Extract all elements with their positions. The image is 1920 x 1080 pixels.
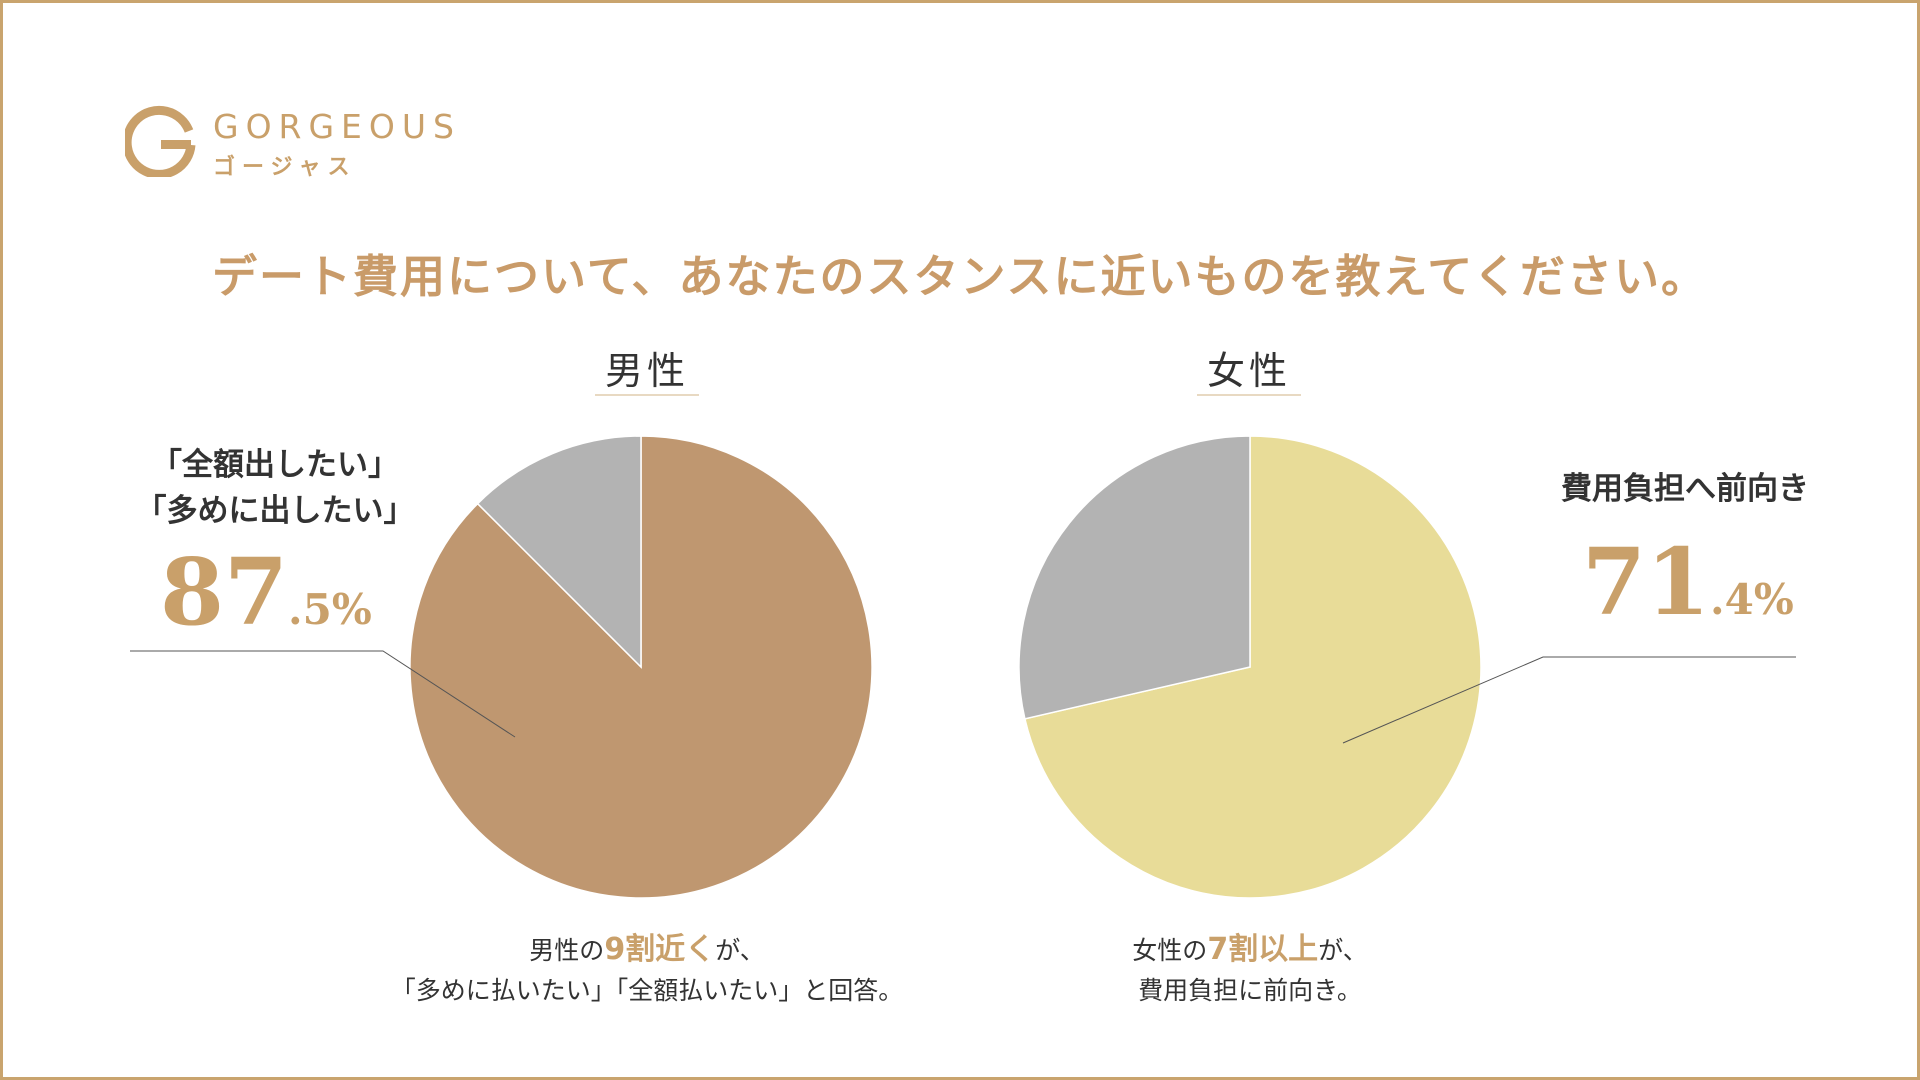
male-caption-post: が、 [715,936,765,965]
male-caption-line-2: 「多めに払いたい」「全額払いたい」と回答。 [390,976,904,1005]
male-leader-line [130,650,516,738]
male-caption-highlight: 9割近く [604,932,716,967]
male-pie-slice-1 [476,435,642,669]
male-callout-label: 「全額出したい」 「多めに出したい」 [110,442,440,534]
female-chart-title: 女性 [1206,349,1291,393]
male-caption: 男性の9割近くが、 「多めに払いたい」「全額払いたい」と回答。 [317,930,977,1011]
brand-kana: ゴージャス [213,155,357,180]
male-callout-line-1: 「全額出したい」 [151,447,399,483]
female-caption-line-1: 女性の7割以上が、 [1000,930,1500,971]
male-caption-line-1: 男性の9割近くが、 [317,930,977,971]
female-callout-label: 費用負担へ前向き [1520,466,1850,512]
male-value-int: 87 [160,538,289,646]
female-caption: 女性の7割以上が、 費用負担に前向き。 [1000,930,1500,1011]
page-title: デート費用について、あなたのスタンスに近いものを教えてください。 [212,250,1708,303]
brand-name: GORGEOUS [213,107,461,146]
female-value-int: 71 [1582,528,1711,636]
female-pie-slice-1 [1018,435,1251,720]
brand-g-icon [125,105,196,177]
female-caption-line-2: 費用負担に前向き。 [1138,976,1362,1005]
male-title-underline [595,394,699,396]
female-value-dec: .4% [1710,575,1794,624]
female-caption-highlight: 7割以上 [1207,932,1319,967]
female-caption-pre: 女性の [1132,936,1208,965]
brand-logo: GORGEOUS ゴージャス [125,105,505,185]
female-pie-slice-0 [1023,435,1482,899]
female-leader-line [1342,656,1796,744]
female-callout-value: 71.4% [1582,528,1794,636]
male-value-dec: .5% [288,585,372,634]
male-caption-pre: 男性の [529,936,605,965]
male-callout-value: 87.5% [160,538,372,646]
male-chart-title: 男性 [604,349,689,393]
female-caption-post: が、 [1318,936,1368,965]
female-callout-line-1: 費用負担へ前向き [1561,471,1809,507]
male-callout-line-2: 「多めに出したい」 [135,493,415,529]
female-title-underline [1197,394,1301,396]
